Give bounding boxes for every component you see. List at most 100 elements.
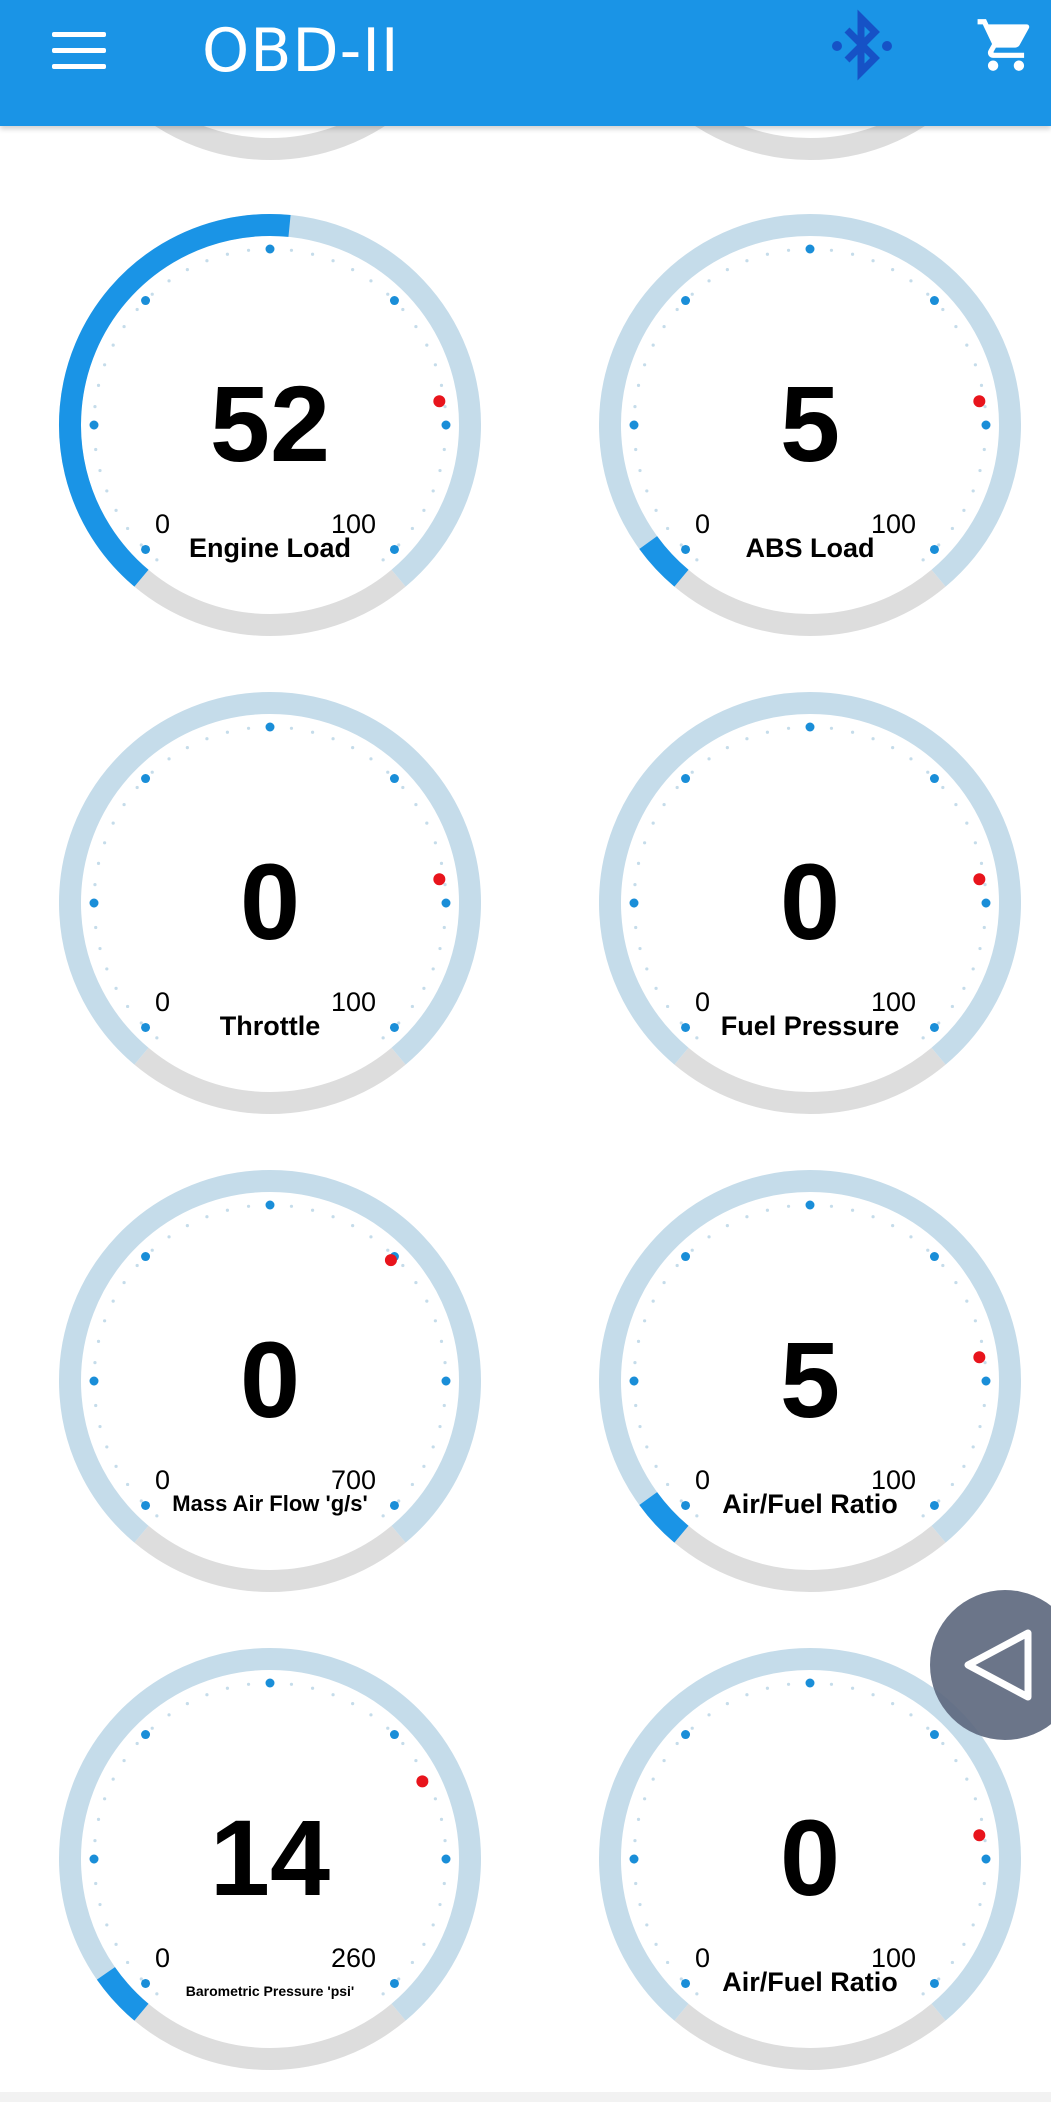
gauge-fuel-pressure[interactable]: 0 0 100 Fuel Pressure <box>597 690 1023 1116</box>
hamburger-menu-icon[interactable] <box>52 30 106 72</box>
gauge-minor-tick <box>871 259 875 263</box>
gauge-major-tick <box>265 1200 275 1210</box>
gauge-minor-tick <box>675 1741 679 1746</box>
gauge-max-label: 100 <box>331 987 377 1017</box>
gauge-major-tick <box>981 1854 991 1864</box>
gauge-minor-tick <box>926 1726 930 1730</box>
gauge-minor-tick <box>93 1839 97 1843</box>
gauge-minor-tick <box>369 279 373 283</box>
gauge-minor-tick <box>150 292 154 296</box>
gauge-track-bottom <box>674 2003 946 2070</box>
gauge-minor-tick <box>829 726 834 730</box>
gauge-minor-tick <box>690 770 694 774</box>
gauge-min-label: 0 <box>695 509 711 539</box>
gauge-track-bottom <box>134 569 406 636</box>
gauge-minor-tick <box>414 1280 418 1285</box>
gauge-engine-load[interactable]: 52 0 100 Engine Load <box>57 212 483 638</box>
gauge-minor-tick <box>442 1403 446 1408</box>
gauge-minor-tick <box>126 1960 130 1965</box>
app-title: OBD-II <box>202 16 400 86</box>
gauge-minor-tick <box>425 343 429 347</box>
gauge-minor-tick <box>93 405 97 409</box>
gauge-minor-tick <box>410 1482 414 1487</box>
gauge-minor-tick <box>331 1693 335 1697</box>
gauge-minor-tick <box>225 1686 230 1690</box>
gauge-minor-tick <box>369 757 373 761</box>
gauge-minor-tick <box>643 1797 647 1801</box>
gauge-value: 14 <box>209 1797 331 1918</box>
gauge-minor-tick <box>310 1208 315 1212</box>
gauge-minor-tick <box>410 526 414 531</box>
gauge-throttle[interactable]: 0 0 100 Throttle <box>57 690 483 1116</box>
gauge-minor-tick <box>381 558 385 562</box>
gauge-major-tick <box>929 1730 939 1740</box>
gauge-minor-tick <box>381 1992 385 1996</box>
gauge-minor-tick <box>638 1424 642 1429</box>
gauge-track <box>599 692 1021 1065</box>
gauge-minor-tick <box>983 883 987 887</box>
gauge-air-fuel-ratio[interactable]: 5 0 100 Air/Fuel Ratio <box>597 1168 1023 1594</box>
gauge-minor-tick <box>289 726 294 730</box>
gauge-minor-tick <box>954 1758 958 1763</box>
gauge-name: Fuel Pressure <box>720 1011 900 1041</box>
gauge-minor-tick <box>351 746 355 750</box>
gauge-max-label: 100 <box>871 1943 917 1973</box>
gauge-minor-tick <box>351 1224 355 1228</box>
gauge-minor-tick <box>414 802 418 807</box>
gauge-ring <box>599 214 1021 636</box>
gauge-major-tick <box>389 1730 399 1740</box>
gauge-minor-tick <box>443 1839 447 1843</box>
gauge-minor-tick <box>111 821 115 825</box>
gauge-minor-tick <box>442 1881 446 1886</box>
gauge-minor-tick <box>745 1693 749 1697</box>
gauge-minor-tick <box>690 292 694 296</box>
gauge-minor-tick <box>331 1215 335 1219</box>
gauge-minor-tick <box>725 746 729 750</box>
gauge-fill <box>639 535 689 587</box>
gauge-minor-tick <box>973 363 977 367</box>
shopping-cart-icon[interactable] <box>975 14 1037 76</box>
gauge-minor-tick <box>438 1902 442 1907</box>
gauge-abs-load[interactable]: 5 0 100 ABS Load <box>597 212 1023 638</box>
gauge-minor-tick <box>645 489 649 493</box>
gauge-minor-tick <box>891 746 895 750</box>
bluetooth-icon[interactable] <box>825 6 899 88</box>
gauge-minor-tick <box>666 1482 670 1487</box>
gauge-minor-tick <box>111 1299 115 1303</box>
gauge-red-marker <box>433 873 446 886</box>
gauge-barometric-pressure[interactable]: 14 0 260 Barometric Pressure 'psi' <box>57 1646 483 2072</box>
gauge-mass-air-flow[interactable]: 0 0 700 Mass Air Flow 'g/s' <box>57 1168 483 1594</box>
gauge-fill <box>96 1966 149 2021</box>
gauge-minor-tick <box>950 1960 954 1965</box>
gauge-minor-tick <box>438 1424 442 1429</box>
gauge-minor-tick <box>765 730 770 734</box>
gauge-minor-tick <box>941 1741 945 1746</box>
gauge-air-fuel-ratio-2[interactable]: 0 0 100 Air/Fuel Ratio <box>597 1646 1023 2072</box>
gauge-minor-tick <box>205 737 209 741</box>
gauge-minor-tick <box>105 1923 109 1927</box>
gauge-minor-tick <box>155 1514 159 1518</box>
gauge-minor-tick <box>982 1881 986 1886</box>
gauge-minor-tick <box>941 785 945 790</box>
gauge-minor-tick <box>973 841 977 845</box>
gauge-minor-tick <box>636 1339 641 1344</box>
gauge-minor-tick <box>397 543 401 547</box>
gauge-minor-tick <box>850 1208 855 1212</box>
gauge-major-tick <box>141 1252 151 1262</box>
gauge-minor-tick <box>431 1923 435 1927</box>
gauge-track-bottom <box>134 1047 406 1114</box>
gauge-name: Throttle <box>219 1011 321 1041</box>
gauge-minor-tick <box>103 1797 107 1801</box>
gauge-minor-tick <box>926 1248 930 1252</box>
gauge-minor-tick <box>431 967 435 971</box>
gauge-minor-tick <box>386 1726 390 1730</box>
gauge-minor-tick <box>96 861 101 866</box>
gauge-minor-tick <box>983 405 987 409</box>
gauge-minor-tick <box>725 1224 729 1228</box>
floating-back-button[interactable] <box>930 1590 1051 1740</box>
gauge-minor-tick <box>633 1361 637 1365</box>
gauge-minor-tick <box>167 757 171 761</box>
gauge-minor-tick <box>636 1817 641 1822</box>
gauge-minor-tick <box>937 1499 941 1503</box>
gauge-minor-tick <box>111 343 115 347</box>
